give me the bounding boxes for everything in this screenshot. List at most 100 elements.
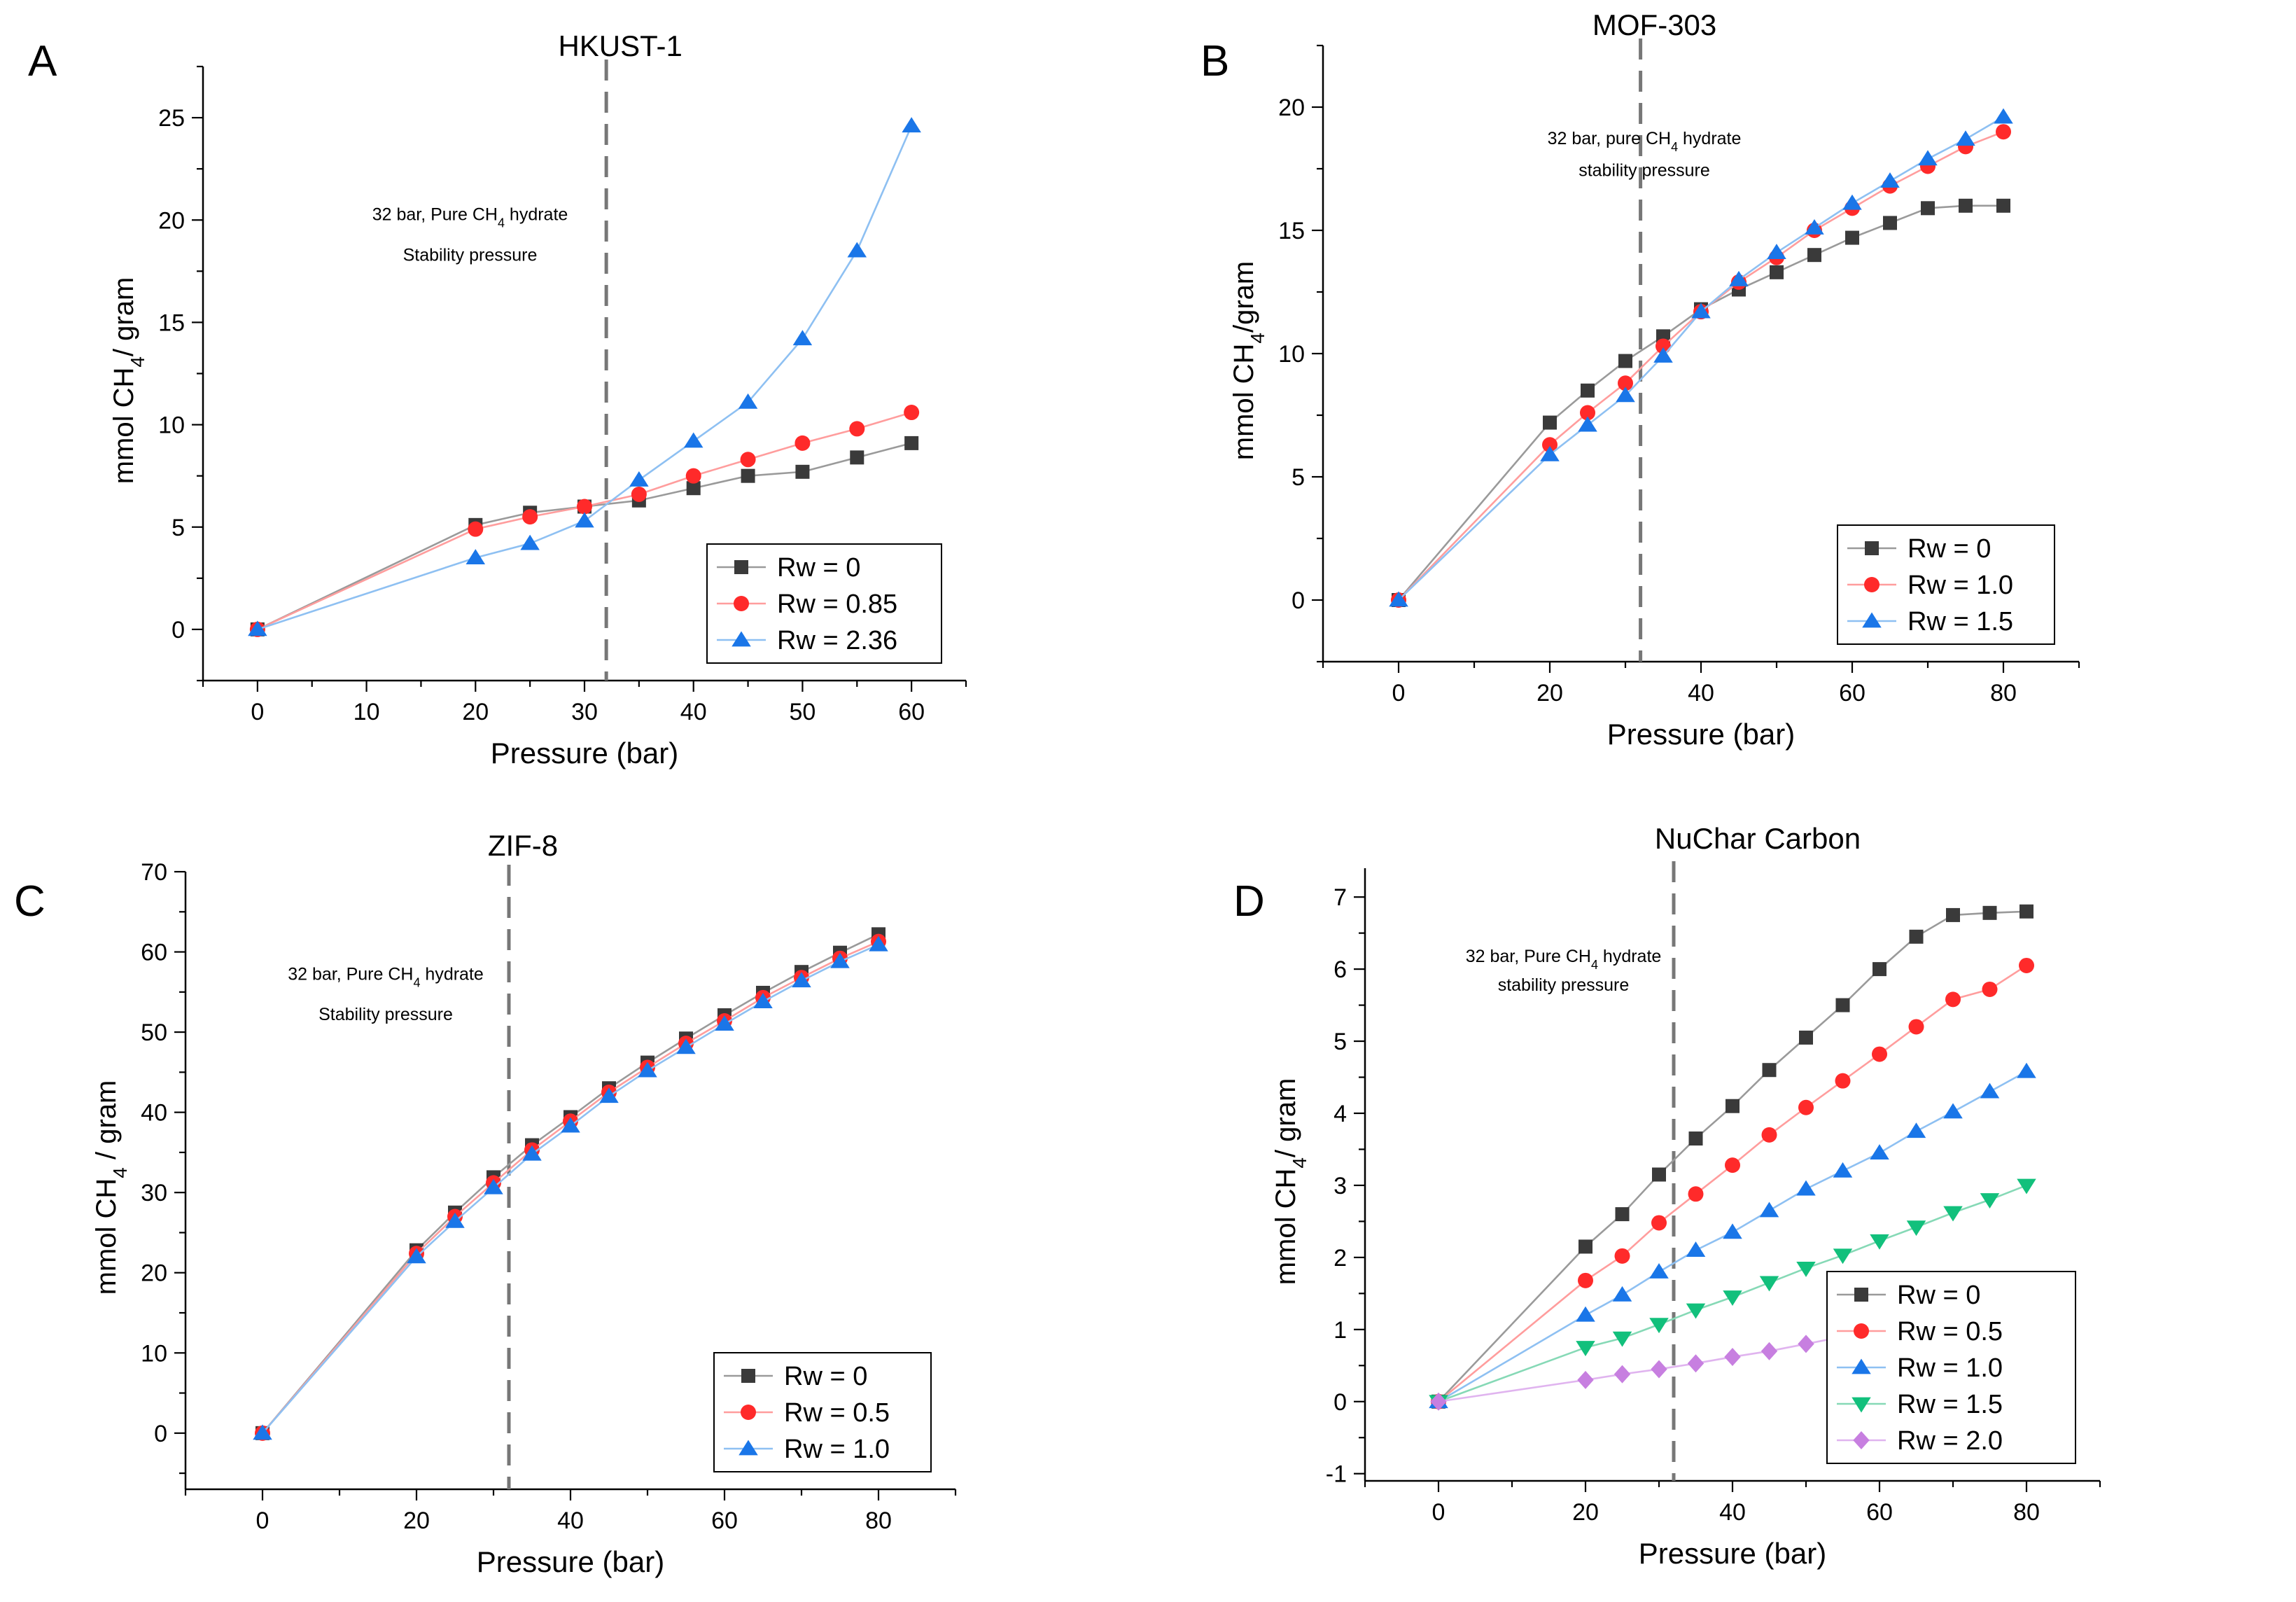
panel-a-series-0-point [904, 436, 919, 450]
panel-d-x-tick-label: 60 [1866, 1499, 1893, 1526]
panel-d-series-2-point [1649, 1262, 1669, 1279]
panel-d-series-2-point [1612, 1286, 1632, 1302]
panel-b-y-tick-label: 10 [1278, 341, 1305, 368]
panel-d-series-3-point [1980, 1193, 2000, 1209]
panel-a-y-tick-label: 15 [158, 309, 185, 336]
panel-c-y-tick-label: 10 [141, 1340, 167, 1367]
panel-b-series-1-point [1656, 338, 1671, 354]
panel-d-legend-label: Rw = 0 [1897, 1281, 1980, 1310]
panel-c-series-2-point [638, 1061, 657, 1078]
panel-d-y-tick-label: 4 [1334, 1101, 1347, 1127]
panel-b-y-axis-label: mmol CH4/gram [1228, 261, 1268, 461]
panel-d-series-1-point [1798, 1099, 1814, 1115]
panel-a-series-2-point [902, 117, 921, 133]
panel-a-annotation-line2: Stability pressure [403, 246, 538, 265]
panel-c-x-tick-label: 80 [865, 1507, 892, 1534]
panel-a-x-tick-label: 10 [354, 699, 380, 725]
panel-b-series-2-point [1880, 172, 1900, 188]
panel-d-series-0-point [2019, 904, 2033, 919]
panel-c-series-2-point [253, 1424, 272, 1440]
panel-b-letter: B [1200, 37, 1229, 85]
panel-a-series-0-point [741, 468, 755, 483]
panel-a-legend-label: Rw = 0.85 [777, 590, 897, 619]
panel-b-series-2-point [1389, 591, 1408, 607]
panel-d-series-1-point [1835, 1073, 1851, 1089]
panel-a-x-tick-label: 30 [571, 699, 598, 725]
panel-a-legend-label: Rw = 2.36 [777, 626, 897, 655]
panel-b-series-2-point [1918, 150, 1938, 166]
panel-a-x-axis-label: Pressure (bar) [491, 737, 678, 769]
panel-d-series-3-point [1649, 1318, 1669, 1334]
panel-d-series-2-point [1906, 1122, 1926, 1138]
panel-c-series-2-point [676, 1038, 696, 1054]
panel-d-y-tick-label: 2 [1334, 1245, 1347, 1272]
panel-d-letter: D [1233, 877, 1265, 926]
panel-d-series-3-point [2017, 1178, 2036, 1194]
panel-d-series-3-point [1796, 1261, 1816, 1277]
panel-c-y-tick-label: 50 [141, 1019, 167, 1046]
panel-b-series-2-point [1956, 130, 1975, 146]
panel-c-annotation-line1: 32 bar, Pure CH4 hydrate [288, 965, 484, 990]
panel-b-legend-label: Rw = 1.0 [1907, 571, 2013, 600]
panel-a-series-0-point [850, 450, 864, 465]
panel-d-series-4-point [1577, 1370, 1594, 1389]
panel-d-series-3-point [1576, 1341, 1595, 1357]
panel-d-legend-label: Rw = 1.5 [1897, 1390, 2003, 1419]
panel-a-legend-swatch-marker [732, 631, 751, 647]
panel-a-x-tick-label: 0 [251, 699, 264, 725]
panel-b-x-axis-label: Pressure (bar) [1607, 718, 1795, 751]
panel-b-series-2-point [1691, 302, 1711, 319]
panel-b-x-tick-label: 80 [1990, 680, 2017, 706]
panel-b-series-0-point [1770, 265, 1784, 279]
panel-d-series-4-point [1798, 1335, 1814, 1353]
panel-b-legend-swatch-marker [1862, 612, 1882, 628]
panel-a-series-2-point [629, 471, 649, 487]
panel-d-series-2-point [1943, 1103, 1963, 1119]
panel-d-series-2-point [1833, 1162, 1853, 1178]
panel-d-y-tick-label: -1 [1326, 1461, 1347, 1488]
panel-d-series-1-point [1725, 1157, 1740, 1173]
panel-d-chart: D NuChar Carbon 0 20 40 60 80 -1 0 1 2 3 4 5 6 7 Pressur… [1233, 822, 2101, 1570]
panel-d-series-0-point [1578, 1239, 1592, 1254]
panel-d-series-1-point [2019, 957, 2034, 973]
panel-d-y-tick-label: 1 [1334, 1317, 1347, 1344]
panel-c-y-tick-label: 0 [154, 1421, 167, 1447]
panel-d-series-3-point [1833, 1248, 1853, 1265]
panel-b-legend-swatch-marker [1865, 541, 1879, 555]
panel-a-series-1-point [631, 486, 647, 502]
panel-c-y-tick-label: 20 [141, 1260, 167, 1287]
panel-d-annotation-line1: 32 bar, Pure CH4 hydrate [1466, 947, 1662, 972]
panel-a-series-1-point [468, 521, 484, 537]
panel-d-y-tick-label: 5 [1334, 1029, 1347, 1055]
panel-c-annotation-line2: Stability pressure [318, 1005, 453, 1024]
panel-d-series-1-point [1578, 1272, 1593, 1288]
panel-b-series-2-point [1805, 218, 1824, 235]
panel-d-series-3-point [1870, 1234, 1889, 1250]
panel-d-x-tick-label: 20 [1572, 1499, 1599, 1526]
panel-d-legend-swatch-marker [1853, 1431, 1870, 1449]
panel-d-series-3-point [1686, 1303, 1706, 1319]
panel-a-legend: Rw = 0 Rw = 0.85 Rw = 2.36 [706, 543, 942, 664]
panel-a-series-2-point [248, 620, 267, 636]
panel-a-series-1-point [904, 405, 920, 421]
panel-d-series-1-point [1908, 1019, 1924, 1035]
panel-b-legend-label: Rw = 0 [1907, 534, 1991, 564]
panel-d-annotation-line2: stability pressure [1498, 975, 1630, 995]
panel-a-series-1-point [849, 421, 865, 437]
panel-d-legend-swatch-marker [1851, 1358, 1871, 1374]
panel-b-series-2-point [1540, 445, 1560, 461]
panel-c-letter: C [14, 877, 46, 926]
panel-a-annotation-line1: 32 bar, Pure CH4 hydrate [372, 204, 568, 230]
panel-c-legend-swatch-marker [738, 1440, 758, 1456]
panel-d-y-tick-label: 7 [1334, 884, 1347, 911]
panel-a-series-1-point [577, 499, 592, 515]
panel-a-series-1-line [257, 411, 912, 631]
panel-d-y-axis-label: mmol CH4/ gram [1270, 1078, 1310, 1286]
panel-d-legend-label: Rw = 1.0 [1897, 1353, 2003, 1383]
panel-d-series-0-point [1726, 1099, 1740, 1113]
panel-a-y-tick-label: 20 [158, 207, 185, 234]
panel-a-chart: A HKUST-1 0 10 20 30 40 50 60 0 5 10 15 20 25 Pressure … [28, 29, 967, 769]
panel-a-series-2-line [257, 125, 913, 631]
panel-c-y-tick-label: 40 [141, 1100, 167, 1127]
panel-d-series-4-point [1614, 1365, 1631, 1384]
